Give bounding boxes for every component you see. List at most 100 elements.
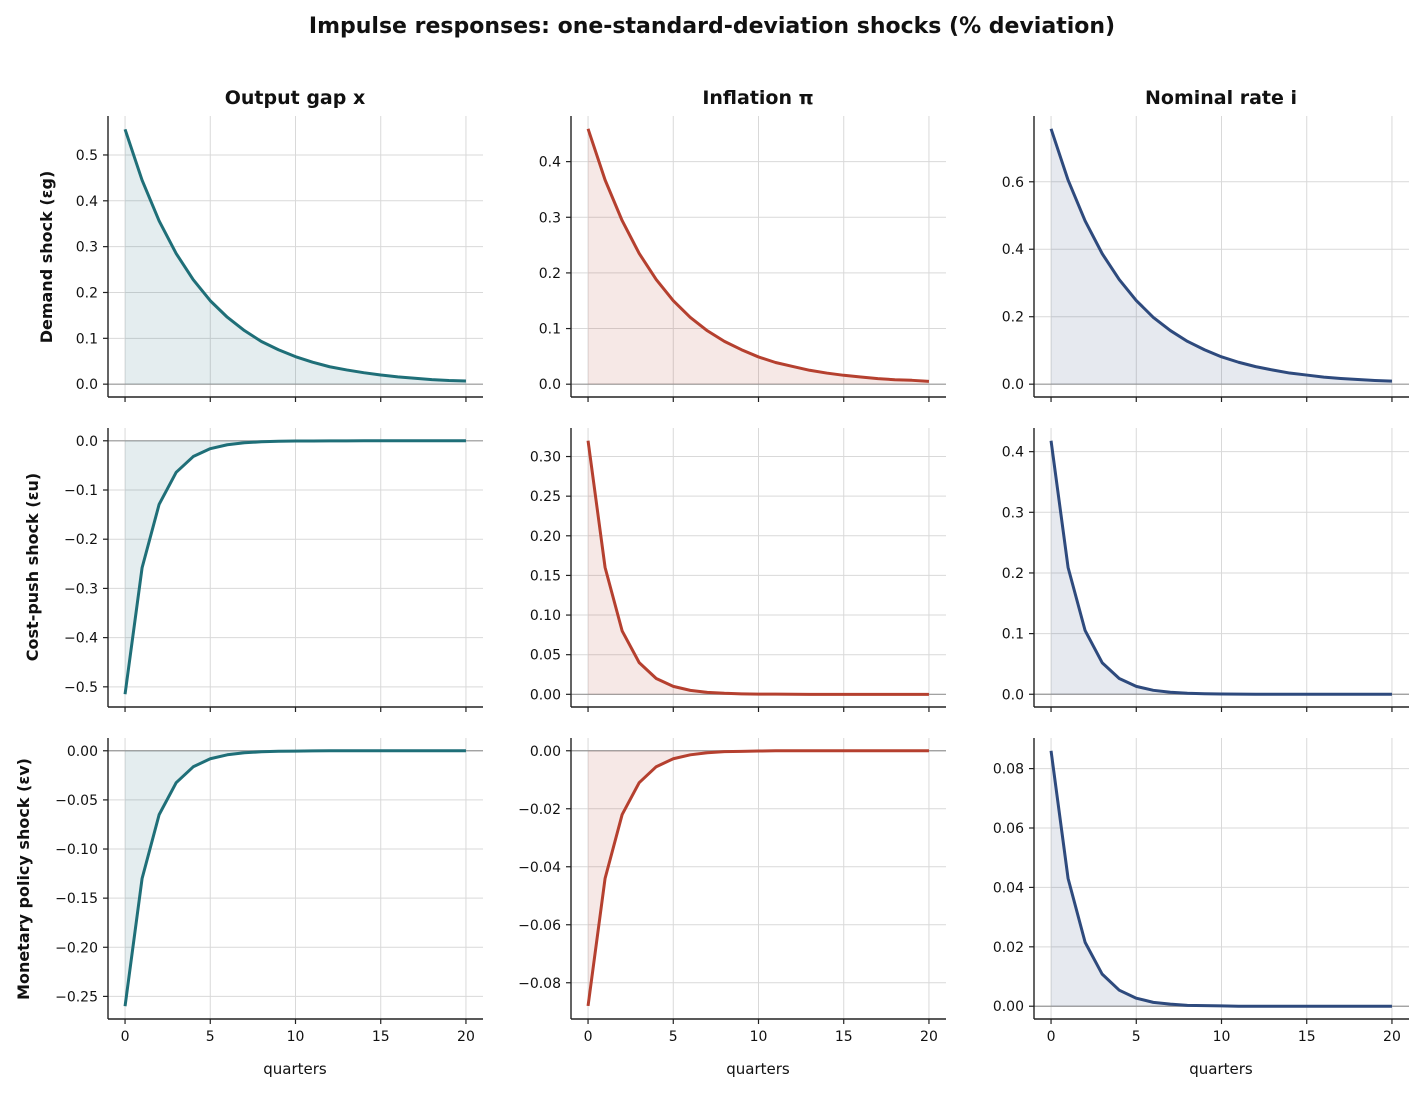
panel-monetary-policy-nominal-rate-xtick-label-1: 5 xyxy=(1132,1029,1141,1045)
panel-monetary-policy-inflation-area-fill xyxy=(588,750,929,1006)
panel-grid: 0.00.10.20.30.40.50.00.10.20.30.40.00.20… xyxy=(55,116,1409,1045)
panel-cost-push-nominal-rate-ytick-label-0: 0.0 xyxy=(1002,687,1024,703)
panel-demand-output-gap-ytick-label-2: 0.2 xyxy=(76,285,98,301)
panel-demand-nominal-rate: 0.0 0.2 0.4 0.6 xyxy=(1002,116,1409,402)
panel-monetary-policy-inflation-ytick-label-4: −0.08 xyxy=(518,976,561,992)
panel-cost-push-inflation-ytick-label-0: 0.00 xyxy=(530,687,561,703)
panel-demand-nominal-rate-area-fill xyxy=(1051,128,1392,385)
panel-demand-output-gap: 0.0 0.1 0.2 0.3 0.4 0.5 xyxy=(76,116,483,402)
panel-cost-push-output-gap-ytick-label-2: −0.2 xyxy=(64,532,98,548)
panel-demand-inflation-ytick-label-3: 0.3 xyxy=(539,210,561,226)
panel-monetary-policy-output-gap-xtick-label-2: 10 xyxy=(287,1029,305,1045)
x-axis-label-inflation: quarters xyxy=(726,1060,790,1078)
column-title-inflation: Inflation π xyxy=(702,87,813,109)
panel-cost-push-nominal-rate: 0.0 0.1 0.2 0.3 0.4 xyxy=(1002,428,1409,712)
panel-demand-inflation-ytick-label-0: 0.0 xyxy=(539,377,561,393)
panel-monetary-policy-inflation-xtick-label-3: 15 xyxy=(835,1029,853,1045)
panel-monetary-policy-output-gap-ytick-label-2: −0.10 xyxy=(55,842,98,858)
panel-demand-nominal-rate-ytick-label-0: 0.0 xyxy=(1002,377,1024,393)
panel-monetary-policy-nominal-rate-xtick-label-0: 0 xyxy=(1047,1029,1056,1045)
panel-monetary-policy-output-gap-ytick-label-3: −0.15 xyxy=(55,891,98,907)
column-title-output-gap: Output gap x xyxy=(225,87,365,109)
panel-demand-inflation-ytick-label-1: 0.1 xyxy=(539,322,561,338)
panel-monetary-policy-inflation-xtick-label-1: 5 xyxy=(669,1029,678,1045)
panel-monetary-policy-output-gap-xtick-label-1: 5 xyxy=(206,1029,215,1045)
panel-monetary-policy-inflation-series-line xyxy=(586,749,929,1007)
panel-cost-push-output-gap-ytick-label-1: −0.1 xyxy=(64,483,98,499)
panel-demand-output-gap-ytick-label-4: 0.4 xyxy=(76,194,98,210)
panel-cost-push-inflation-ytick-label-5: 0.25 xyxy=(530,489,561,505)
panel-cost-push-output-gap-ytick-label-0: 0.0 xyxy=(76,434,98,450)
panel-demand-output-gap-ytick-label-0: 0.0 xyxy=(76,377,98,393)
panel-monetary-policy-inflation-ytick-label-3: −0.06 xyxy=(518,918,561,934)
panel-demand-inflation-series-line xyxy=(586,128,930,383)
panel-monetary-policy-inflation-xtick-label-4: 20 xyxy=(920,1029,938,1045)
row-label-monetary-policy-shock: Monetary policy shock (εv) xyxy=(14,758,33,1000)
panel-demand-output-gap-ytick-label-1: 0.1 xyxy=(76,331,98,347)
panel-cost-push-output-gap-ytick-label-5: −0.5 xyxy=(64,680,98,696)
panel-monetary-policy-output-gap-xtick-label-4: 20 xyxy=(457,1029,475,1045)
panel-cost-push-output-gap: 0.0 −0.1 −0.2 −0.3 −0.4 −0.5 xyxy=(64,428,483,712)
panel-cost-push-inflation-series-line xyxy=(586,440,929,696)
panel-cost-push-nominal-rate-series-line xyxy=(1049,440,1392,696)
panel-monetary-policy-nominal-rate-xtick-label-4: 20 xyxy=(1383,1029,1401,1045)
panel-demand-inflation-area-fill xyxy=(588,128,929,385)
panel-monetary-policy-output-gap-ytick-label-0: 0.00 xyxy=(67,744,98,760)
panel-monetary-policy-inflation-ytick-label-1: −0.02 xyxy=(518,802,561,818)
panel-demand-inflation-ytick-label-2: 0.2 xyxy=(539,266,561,282)
panel-monetary-policy-nominal-rate-ytick-label-2: 0.04 xyxy=(993,880,1024,896)
panel-monetary-policy-output-gap-series-line xyxy=(123,749,466,1007)
panel-cost-push-output-gap-series-line xyxy=(123,439,466,695)
panel-monetary-policy-inflation: 0.00 −0.02 −0.04 −0.06 −0.08 0 5 10 15 20 xyxy=(518,738,946,1045)
panel-monetary-policy-nominal-rate-xtick-label-3: 15 xyxy=(1298,1029,1316,1045)
panel-cost-push-output-gap-ytick-label-3: −0.3 xyxy=(64,581,98,597)
panel-monetary-policy-nominal-rate-ytick-label-1: 0.02 xyxy=(993,940,1024,956)
panel-cost-push-nominal-rate-ytick-label-4: 0.4 xyxy=(1002,445,1024,461)
panel-monetary-policy-inflation-ytick-label-0: 0.00 xyxy=(530,744,561,760)
panel-demand-output-gap-ytick-label-3: 0.3 xyxy=(76,240,98,256)
panel-demand-nominal-rate-ytick-label-2: 0.4 xyxy=(1002,242,1024,258)
panel-cost-push-nominal-rate-ytick-label-2: 0.2 xyxy=(1002,566,1024,582)
panel-monetary-policy-inflation-ytick-label-2: −0.04 xyxy=(518,860,561,876)
column-title-nominal-rate: Nominal rate i xyxy=(1145,87,1297,109)
row-label-demand-shock: Demand shock (εg) xyxy=(37,171,56,344)
panel-cost-push-inflation-ytick-label-1: 0.05 xyxy=(530,648,561,664)
panel-monetary-policy-output-gap-ytick-label-5: −0.25 xyxy=(55,989,98,1005)
panel-cost-push-inflation-ytick-label-6: 0.30 xyxy=(530,450,561,466)
row-label-cost-push-shock: Cost-push shock (εu) xyxy=(23,473,42,661)
panel-monetary-policy-nominal-rate-area-fill xyxy=(1051,750,1392,1007)
panel-cost-push-inflation-ytick-label-3: 0.15 xyxy=(530,568,561,584)
x-axis-label-nominal-rate: quarters xyxy=(1189,1060,1253,1078)
panel-monetary-policy-output-gap-xtick-label-3: 15 xyxy=(372,1029,390,1045)
panel-demand-output-gap-ytick-label-5: 0.5 xyxy=(76,148,98,164)
panel-cost-push-inflation-ytick-label-4: 0.20 xyxy=(530,529,561,545)
panel-monetary-policy-nominal-rate-ytick-label-3: 0.06 xyxy=(993,821,1024,837)
panel-cost-push-inflation-ytick-label-2: 0.10 xyxy=(530,608,561,624)
panel-monetary-policy-output-gap-area-fill xyxy=(125,750,466,1007)
panel-monetary-policy-nominal-rate-ytick-label-4: 0.08 xyxy=(993,762,1024,778)
panel-cost-push-nominal-rate-area-fill xyxy=(1051,440,1392,695)
panel-demand-output-gap-area-fill xyxy=(125,129,466,385)
panel-monetary-policy-nominal-rate-series-line xyxy=(1049,750,1392,1008)
panel-monetary-policy-output-gap-ytick-label-1: −0.05 xyxy=(55,793,98,809)
panel-cost-push-nominal-rate-ytick-label-1: 0.1 xyxy=(1002,627,1024,643)
figure-title: Impulse responses: one-standard-deviatio… xyxy=(309,14,1115,39)
panel-monetary-policy-output-gap-xtick-label-0: 0 xyxy=(121,1029,130,1045)
panel-monetary-policy-nominal-rate-ytick-label-0: 0.00 xyxy=(993,999,1024,1015)
panel-monetary-policy-nominal-rate-xtick-label-2: 10 xyxy=(1213,1029,1231,1045)
panel-demand-nominal-rate-ytick-label-1: 0.2 xyxy=(1002,310,1024,326)
panel-monetary-policy-output-gap-ytick-label-4: −0.20 xyxy=(55,940,98,956)
panel-demand-nominal-rate-ytick-label-3: 0.6 xyxy=(1002,175,1024,191)
panel-demand-nominal-rate-series-line xyxy=(1049,128,1393,383)
x-axis-label-output-gap: quarters xyxy=(263,1060,327,1078)
panel-demand-inflation: 0.0 0.1 0.2 0.3 0.4 xyxy=(539,116,946,402)
panel-monetary-policy-inflation-xtick-label-0: 0 xyxy=(584,1029,593,1045)
panel-cost-push-nominal-rate-ytick-label-3: 0.3 xyxy=(1002,505,1024,521)
panel-cost-push-inflation-area-fill xyxy=(588,440,929,695)
panel-cost-push-output-gap-ytick-label-4: −0.4 xyxy=(64,631,98,647)
panel-demand-inflation-ytick-label-4: 0.4 xyxy=(539,155,561,171)
panel-monetary-policy-output-gap: 0.00 −0.05 −0.10 −0.15 −0.20 −0.25 0 5 10 15 20 xyxy=(55,738,483,1045)
panel-cost-push-output-gap-area-fill xyxy=(125,440,466,695)
panel-monetary-policy-inflation-xtick-label-2: 10 xyxy=(750,1029,768,1045)
